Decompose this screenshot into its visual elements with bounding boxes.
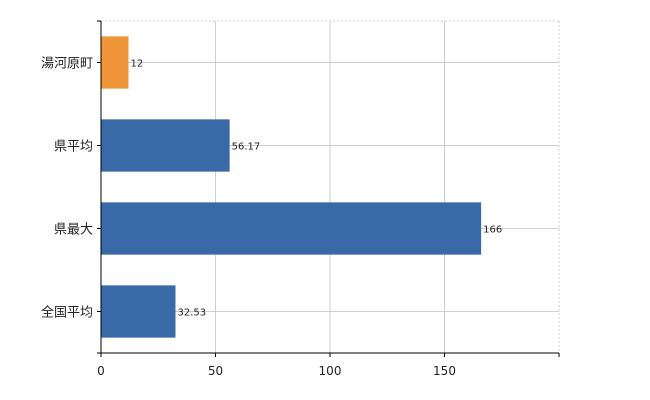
x-tick-label-0: 0 — [97, 364, 105, 378]
bar-2 — [101, 202, 482, 255]
x-tick-label-1: 50 — [208, 364, 223, 378]
data-label-3: 32.53 — [177, 308, 206, 319]
category-label-1: 県平均 — [54, 140, 93, 155]
bar-3 — [101, 285, 176, 338]
category-label-3: 全国平均 — [41, 305, 93, 321]
data-label-0: 12 — [130, 59, 143, 70]
x-tick-label-2: 100 — [319, 364, 342, 378]
bar-1 — [101, 119, 230, 172]
category-label-0: 湯河原町 — [41, 57, 93, 72]
data-label-2: 166 — [483, 225, 502, 236]
axes — [97, 20, 560, 357]
category-label-2: 県最大 — [54, 223, 93, 238]
x-tick-label-3: 150 — [433, 364, 456, 378]
bar-0 — [101, 36, 129, 89]
bars — [101, 36, 482, 338]
data-label-1: 56.17 — [232, 142, 261, 153]
